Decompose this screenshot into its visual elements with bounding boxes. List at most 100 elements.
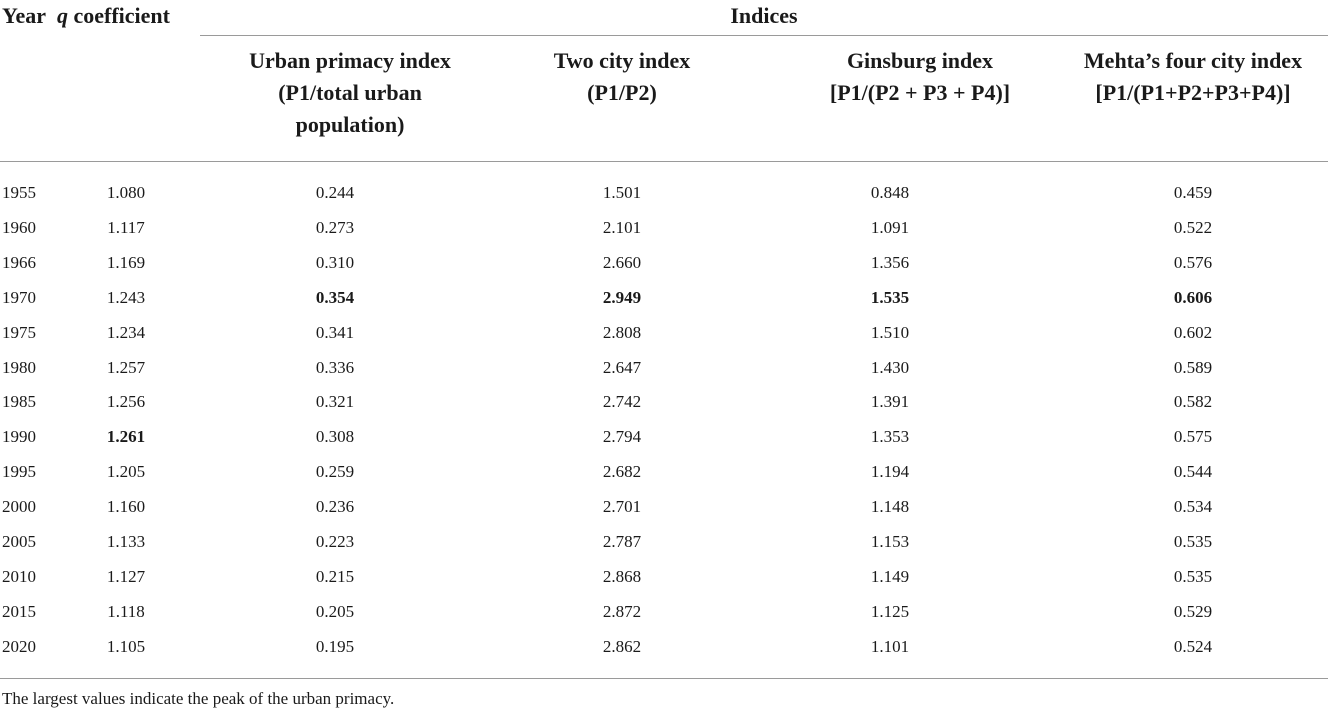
- cell-year: 2020: [2, 637, 36, 656]
- cell-q: 1.117: [107, 218, 145, 237]
- cell-mehta: 0.535: [1173, 567, 1213, 586]
- table-bottom-rule: [0, 678, 1328, 679]
- cell-mehta: 0.602: [1173, 323, 1213, 342]
- cell-two: 2.872: [602, 602, 642, 621]
- cell-mehta: 0.535: [1173, 532, 1213, 551]
- cell-gins: 1.356: [870, 253, 910, 272]
- cell-gins: 1.125: [870, 602, 910, 621]
- cell-year: 2000: [2, 497, 36, 516]
- cell-two: 2.808: [602, 323, 642, 342]
- cell-two: 2.949: [602, 288, 642, 307]
- header-two-city-line2: (P1/P2): [587, 80, 657, 105]
- cell-urban: 0.273: [315, 218, 355, 237]
- cell-year: 1955: [2, 183, 36, 202]
- indices-underline: [200, 35, 1328, 36]
- header-q-rest: coefficient: [73, 3, 170, 28]
- cell-year: 2005: [2, 532, 36, 551]
- cell-gins: 1.535: [870, 288, 910, 307]
- cell-gins: 1.194: [870, 462, 910, 481]
- cell-two: 2.647: [602, 358, 642, 377]
- cell-mehta: 0.524: [1173, 637, 1213, 656]
- header-urban-primacy-line3: population): [295, 112, 405, 137]
- cell-two: 2.787: [602, 532, 642, 551]
- cell-year: 2015: [2, 602, 36, 621]
- cell-year: 1995: [2, 462, 36, 481]
- cell-mehta: 0.522: [1173, 218, 1213, 237]
- cell-mehta: 0.544: [1173, 462, 1213, 481]
- cell-two: 2.742: [602, 392, 642, 411]
- cell-urban: 0.354: [315, 288, 355, 307]
- header-ginsburg: Ginsburg index [P1/(P2 + P3 + P4)]: [770, 45, 1070, 109]
- cell-q: 1.256: [106, 392, 146, 411]
- cell-q: 1.257: [106, 358, 146, 377]
- cell-gins: 1.148: [870, 497, 910, 516]
- cell-urban: 0.195: [315, 637, 355, 656]
- cell-q: 1.118: [107, 602, 145, 621]
- cell-two: 2.868: [602, 567, 642, 586]
- cell-year: 1960: [2, 218, 36, 237]
- cell-urban: 0.215: [315, 567, 355, 586]
- cell-gins: 1.101: [870, 637, 910, 656]
- cell-urban: 0.321: [315, 392, 355, 411]
- cell-mehta: 0.589: [1173, 358, 1213, 377]
- header-two-city: Two city index (P1/P2): [482, 45, 762, 109]
- cell-q: 1.169: [106, 253, 146, 272]
- cell-q: 1.205: [106, 462, 146, 481]
- header-bottom-rule: [0, 161, 1328, 162]
- cell-gins: 0.848: [870, 183, 910, 202]
- cell-urban: 0.341: [315, 323, 355, 342]
- cell-urban: 0.310: [315, 253, 355, 272]
- cell-mehta: 0.459: [1173, 183, 1213, 202]
- cell-two: 1.501: [602, 183, 642, 202]
- header-mehta: Mehta’s four city index [P1/(P1+P2+P3+P4…: [1058, 45, 1328, 109]
- cell-urban: 0.259: [315, 462, 355, 481]
- cell-mehta: 0.534: [1173, 497, 1213, 516]
- cell-q: 1.261: [106, 427, 146, 446]
- cell-mehta: 0.529: [1173, 602, 1213, 621]
- header-urban-primacy-line1: Urban primacy index: [249, 48, 451, 73]
- cell-mehta: 0.576: [1173, 253, 1213, 272]
- cell-year: 1990: [2, 427, 36, 446]
- header-indices: Indices: [730, 3, 798, 28]
- cell-two: 2.794: [602, 427, 642, 446]
- cell-q: 1.080: [106, 183, 146, 202]
- header-year-q: Year q coefficient: [2, 0, 170, 32]
- cell-gins: 1.430: [870, 358, 910, 377]
- cell-gins: 1.149: [870, 567, 910, 586]
- cell-q: 1.234: [106, 323, 146, 342]
- cell-year: 2010: [2, 567, 36, 586]
- cell-two: 2.862: [602, 637, 642, 656]
- header-mehta-line1: Mehta’s four city index: [1083, 48, 1303, 73]
- cell-year: 1980: [2, 358, 36, 377]
- cell-q: 1.127: [106, 567, 146, 586]
- cell-urban: 0.244: [315, 183, 355, 202]
- cell-two: 2.701: [602, 497, 642, 516]
- cell-two: 2.682: [602, 462, 642, 481]
- cell-year: 1970: [2, 288, 36, 307]
- cell-urban: 0.223: [315, 532, 355, 551]
- cell-q: 1.160: [106, 497, 146, 516]
- header-mehta-line2: [P1/(P1+P2+P3+P4)]: [1095, 80, 1291, 105]
- cell-two: 2.101: [602, 218, 642, 237]
- header-urban-primacy-line2: (P1/total urban: [278, 80, 422, 105]
- cell-year: 1975: [2, 323, 36, 342]
- cell-year: 1966: [2, 253, 36, 272]
- cell-gins: 1.153: [870, 532, 910, 551]
- header-year: Year: [2, 3, 46, 28]
- cell-mehta: 0.582: [1173, 392, 1213, 411]
- cell-q: 1.243: [106, 288, 146, 307]
- cell-gins: 1.510: [870, 323, 910, 342]
- cell-gins: 1.353: [870, 427, 910, 446]
- cell-urban: 0.236: [315, 497, 355, 516]
- cell-urban: 0.308: [315, 427, 355, 446]
- cell-urban: 0.336: [315, 358, 355, 377]
- cell-q: 1.105: [106, 637, 146, 656]
- cell-gins: 1.091: [870, 218, 910, 237]
- cell-gins: 1.391: [870, 392, 910, 411]
- cell-year: 1985: [2, 392, 36, 411]
- cell-mehta: 0.575: [1173, 427, 1213, 446]
- header-ginsburg-line1: Ginsburg index: [846, 48, 994, 73]
- table-footnote: The largest values indicate the peak of …: [2, 689, 395, 708]
- cell-two: 2.660: [602, 253, 642, 272]
- header-urban-primacy: Urban primacy index (P1/total urban popu…: [200, 45, 500, 141]
